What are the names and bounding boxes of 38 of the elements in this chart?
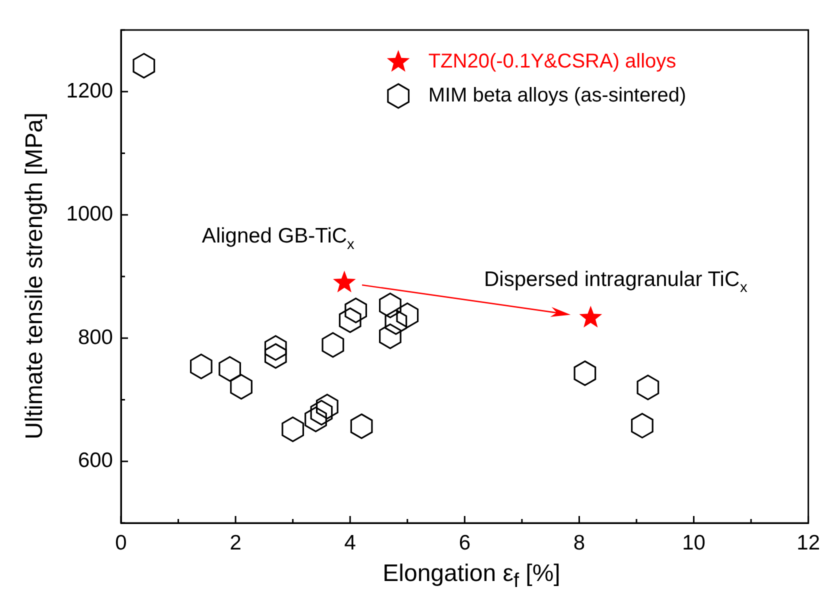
point bbox=[190, 354, 212, 380]
point bbox=[304, 406, 327, 432]
y-axis-title: Ultimate tensile strength [MPa] bbox=[21, 112, 49, 440]
point bbox=[350, 413, 373, 440]
x-tick-label: 8 bbox=[573, 531, 586, 554]
point bbox=[218, 356, 242, 382]
y-tick-label: 1000 bbox=[66, 202, 113, 226]
point bbox=[579, 306, 602, 328]
point bbox=[344, 298, 368, 324]
point bbox=[316, 394, 338, 420]
point bbox=[384, 309, 408, 335]
point bbox=[282, 416, 304, 442]
legend-label: TZN20(-0.1Y&CSRA) alloys bbox=[428, 50, 676, 73]
y-tick-label: 800 bbox=[78, 326, 113, 349]
y-tick-label: 1200 bbox=[66, 79, 113, 102]
x-axis-title: Elongation ε$_{f}$ [%] bbox=[382, 560, 562, 593]
point bbox=[264, 343, 287, 369]
x-tick-label: 0 bbox=[115, 531, 127, 554]
y-tick-label: 600 bbox=[78, 449, 113, 472]
point bbox=[322, 332, 344, 358]
point bbox=[310, 400, 333, 426]
legend-label: MIM beta alloys (as-sintered) bbox=[428, 84, 686, 107]
x-tick-label: 12 bbox=[796, 531, 820, 554]
point bbox=[379, 292, 402, 318]
point bbox=[132, 52, 156, 79]
point bbox=[338, 307, 362, 334]
x-tick-label: 6 bbox=[458, 531, 471, 554]
point bbox=[264, 335, 287, 361]
point bbox=[574, 360, 596, 386]
point bbox=[379, 323, 402, 350]
x-tick-label: 2 bbox=[230, 531, 242, 554]
x-tick-label: 4 bbox=[344, 531, 356, 554]
point bbox=[332, 270, 356, 292]
point bbox=[396, 302, 419, 328]
point bbox=[636, 374, 660, 400]
point bbox=[230, 374, 252, 400]
point bbox=[631, 412, 654, 438]
x-tick-label: 10 bbox=[682, 531, 706, 554]
